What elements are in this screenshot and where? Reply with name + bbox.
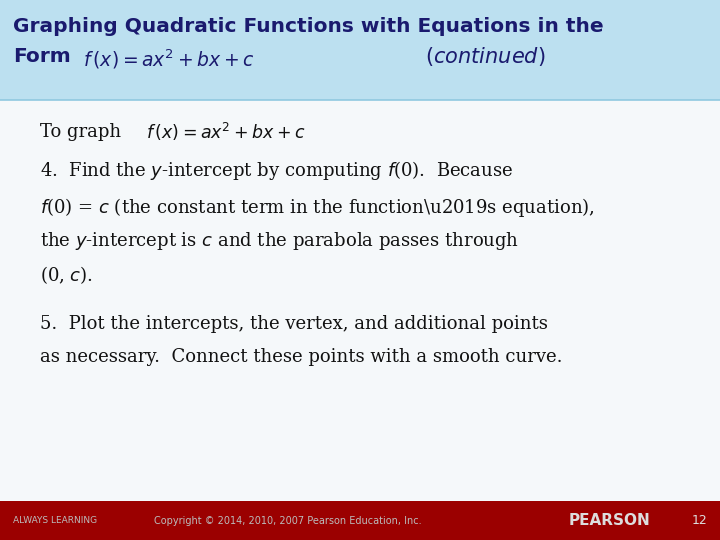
Bar [0, 501, 720, 540]
Text: 4.  Find the $y$-intercept by computing $f$(0).  Because: 4. Find the $y$-intercept by computing $… [40, 159, 513, 181]
Text: as necessary.  Connect these points with a smooth curve.: as necessary. Connect these points with … [40, 348, 562, 367]
Bar [0, 0, 720, 100]
Text: (0, $c$).: (0, $c$). [40, 265, 93, 286]
Text: $f\,(x)=ax^2+bx+c$: $f\,(x)=ax^2+bx+c$ [146, 122, 305, 143]
Text: the $y$-intercept is $c$ and the parabola passes through: the $y$-intercept is $c$ and the parabol… [40, 231, 518, 252]
Text: 5.  Plot the intercepts, the vertex, and additional points: 5. Plot the intercepts, the vertex, and … [40, 315, 547, 333]
Text: To graph: To graph [40, 123, 121, 141]
Text: $\mathit{(continued)}$: $\mathit{(continued)}$ [425, 45, 545, 68]
Text: Graphing Quadratic Functions with Equations in the: Graphing Quadratic Functions with Equati… [13, 17, 603, 37]
Text: $f$(0) = $c$ (the constant term in the function\u2019s equation),: $f$(0) = $c$ (the constant term in the f… [40, 197, 594, 219]
Text: 12: 12 [691, 514, 707, 527]
Text: Form: Form [13, 47, 71, 66]
Text: PEARSON: PEARSON [569, 513, 651, 528]
Text: Copyright © 2014, 2010, 2007 Pearson Education, Inc.: Copyright © 2014, 2010, 2007 Pearson Edu… [154, 516, 422, 525]
Text: ALWAYS LEARNING: ALWAYS LEARNING [13, 516, 97, 525]
Text: $f\,(x)=ax^2+bx+c$: $f\,(x)=ax^2+bx+c$ [83, 48, 255, 71]
